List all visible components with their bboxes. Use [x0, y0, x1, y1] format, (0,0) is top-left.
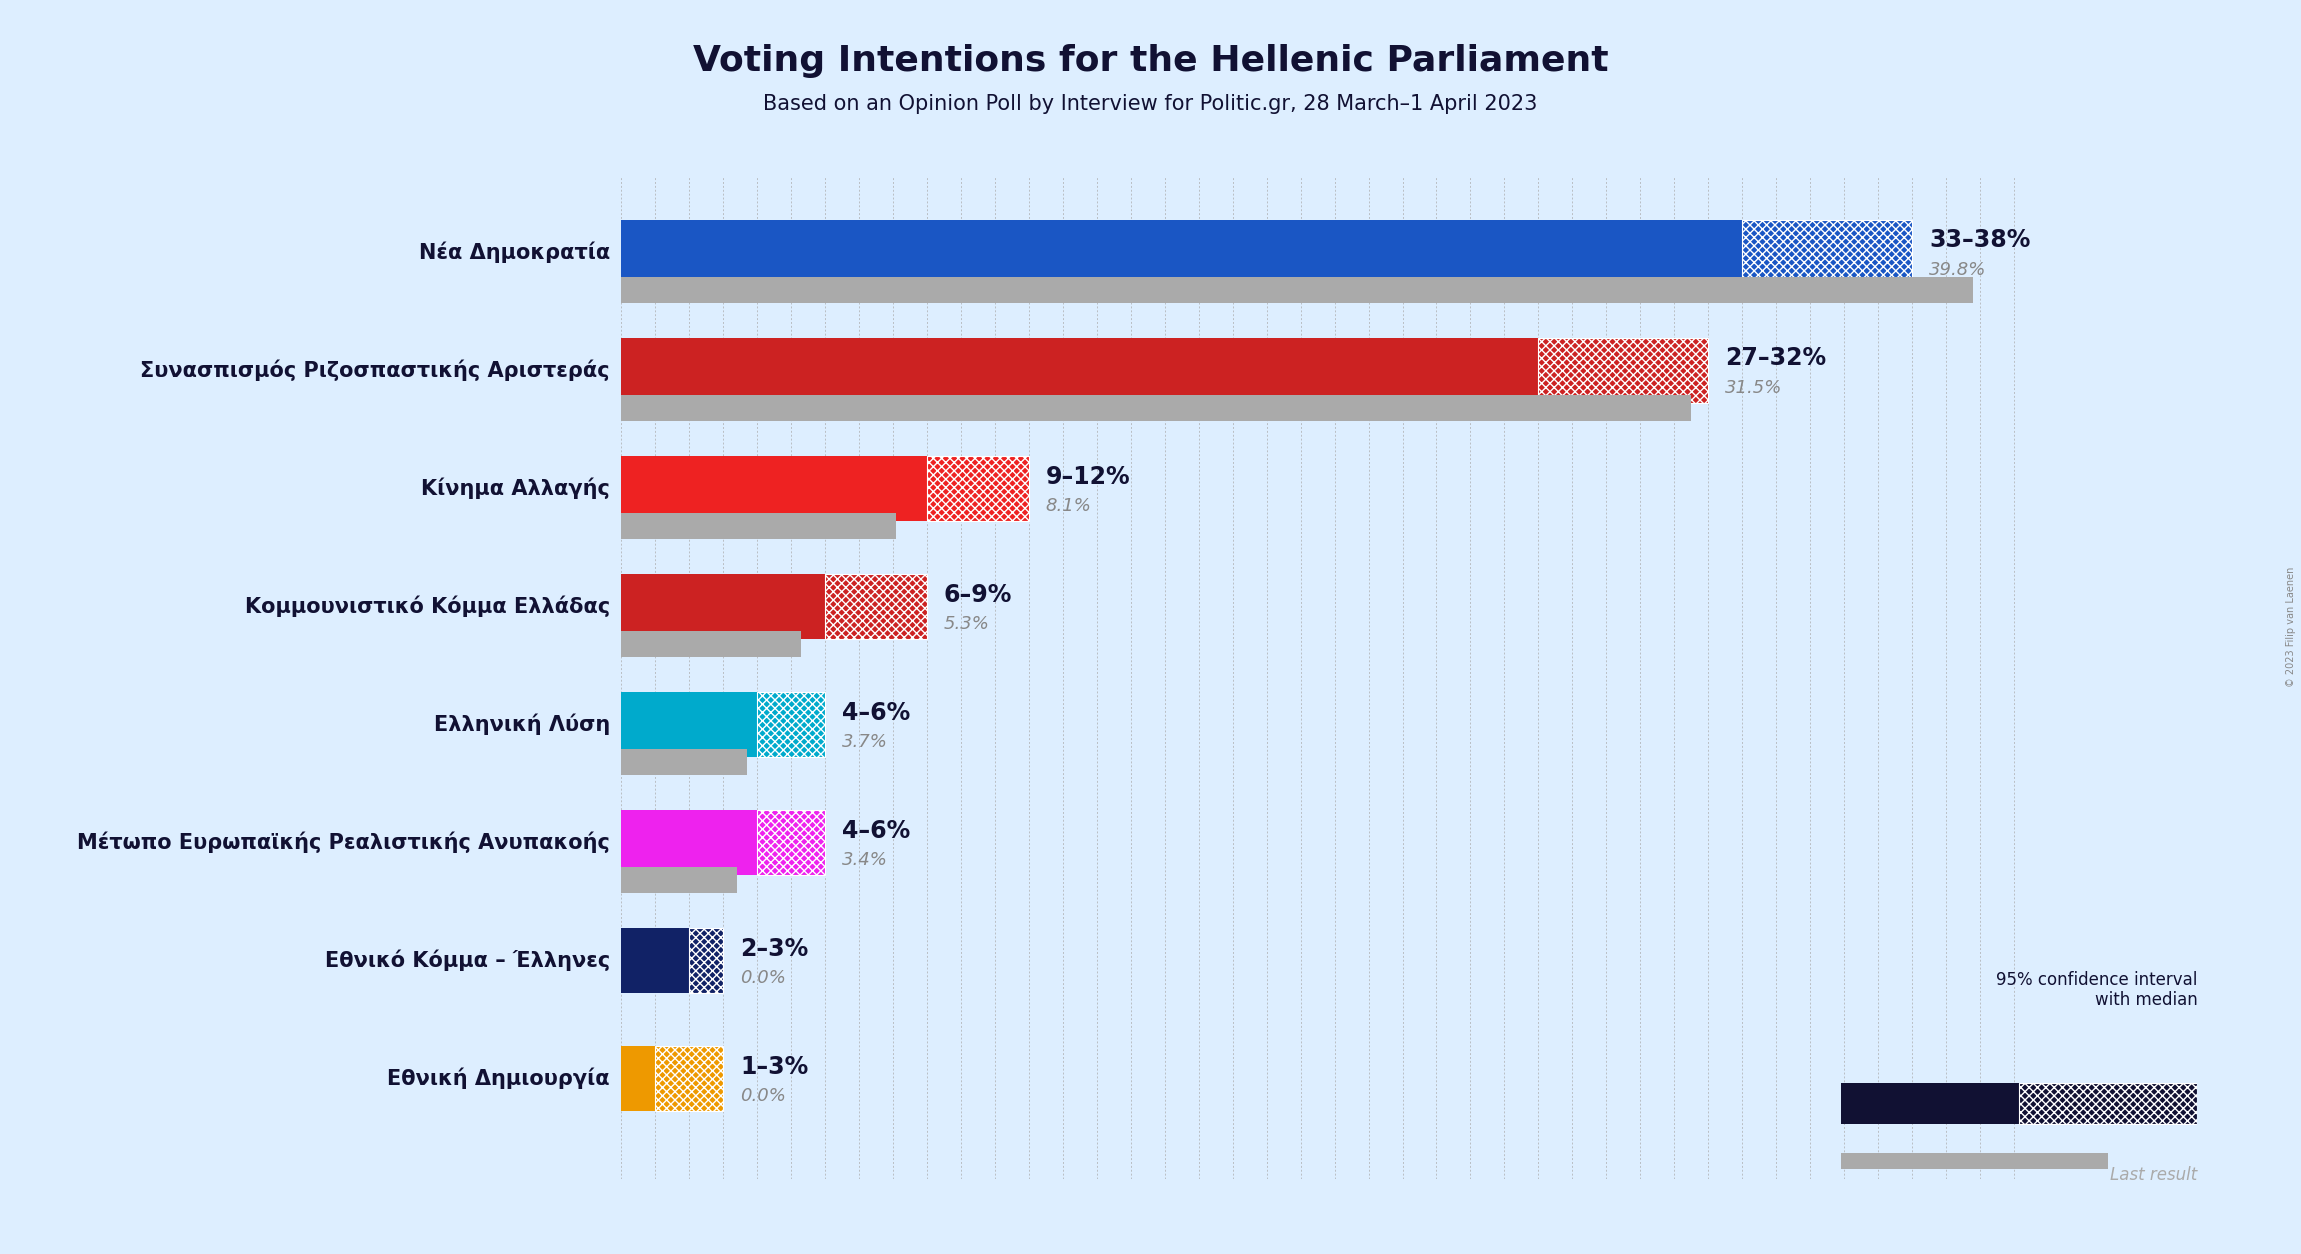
Text: Ελληνική Λύση: Ελληνική Λύση	[433, 714, 610, 735]
Bar	[757, 692, 826, 757]
Text: 4–6%: 4–6%	[842, 701, 911, 725]
Bar	[621, 810, 757, 875]
Bar	[621, 219, 1742, 285]
Text: 0.0%: 0.0%	[741, 1087, 787, 1105]
Text: Voting Intentions for the Hellenic Parliament: Voting Intentions for the Hellenic Parli…	[693, 44, 1608, 78]
Text: Κίνημα Αλλαγής: Κίνημα Αλλαγής	[421, 478, 610, 499]
Text: Last result: Last result	[2110, 1166, 2197, 1184]
Text: Νέα Δημοκρατία: Νέα Δημοκρατία	[419, 242, 610, 263]
Text: 5.3%: 5.3%	[943, 614, 989, 633]
Bar	[927, 456, 1029, 520]
Bar	[621, 456, 927, 520]
Bar	[621, 337, 1539, 403]
Bar	[1742, 219, 1912, 285]
Bar	[621, 395, 1691, 421]
Bar	[757, 810, 826, 875]
Bar	[621, 749, 748, 775]
Text: 31.5%: 31.5%	[1726, 379, 1783, 398]
Text: 8.1%: 8.1%	[1047, 497, 1091, 515]
Text: Based on an Opinion Poll by Interview for Politic.gr, 28 March–1 April 2023: Based on an Opinion Poll by Interview fo…	[764, 94, 1537, 114]
Bar	[621, 631, 801, 657]
Text: 3.4%: 3.4%	[842, 851, 888, 869]
Bar	[1841, 1152, 2108, 1169]
Bar	[621, 928, 690, 993]
Text: 4–6%: 4–6%	[842, 819, 911, 843]
Bar	[2020, 1083, 2197, 1124]
Text: 39.8%: 39.8%	[1928, 261, 1986, 278]
Text: 3.7%: 3.7%	[842, 734, 888, 751]
Text: 2–3%: 2–3%	[741, 937, 808, 961]
Bar	[621, 1046, 656, 1111]
Text: © 2023 Filip van Laenen: © 2023 Filip van Laenen	[2287, 567, 2296, 687]
Text: 0.0%: 0.0%	[741, 969, 787, 987]
Bar	[621, 692, 757, 757]
Text: 33–38%: 33–38%	[1928, 228, 2029, 252]
Text: 9–12%: 9–12%	[1047, 464, 1130, 489]
Text: 95% confidence interval
with median: 95% confidence interval with median	[1995, 971, 2197, 1009]
Text: Κομμουνιστικό Κόμμα Ελλάδας: Κομμουνιστικό Κόμμα Ελλάδας	[244, 596, 610, 617]
Text: Μέτωπο Ευρωπαϊκής Ρεαλιστικής Ανυπακοής: Μέτωπο Ευρωπαϊκής Ρεαλιστικής Ανυπακοής	[76, 831, 610, 853]
Bar	[690, 928, 723, 993]
Bar	[621, 277, 1974, 303]
Bar	[621, 513, 897, 539]
Text: Συνασπισμός Ριζοσπαστικής Αριστεράς: Συνασπισμός Ριζοσπαστικής Αριστεράς	[140, 360, 610, 381]
Bar	[621, 868, 736, 893]
Text: 27–32%: 27–32%	[1726, 346, 1827, 370]
Text: Εθνική Δημιουργία: Εθνική Δημιουργία	[387, 1067, 610, 1090]
Bar	[1841, 1083, 2020, 1124]
Bar	[656, 1046, 723, 1111]
Text: 6–9%: 6–9%	[943, 583, 1012, 607]
Bar	[621, 574, 826, 638]
Text: 1–3%: 1–3%	[741, 1055, 808, 1078]
Bar	[826, 574, 927, 638]
Text: Εθνικό Κόμμα – Έλληνες: Εθνικό Κόμμα – Έλληνες	[324, 949, 610, 971]
Bar	[1539, 337, 1707, 403]
